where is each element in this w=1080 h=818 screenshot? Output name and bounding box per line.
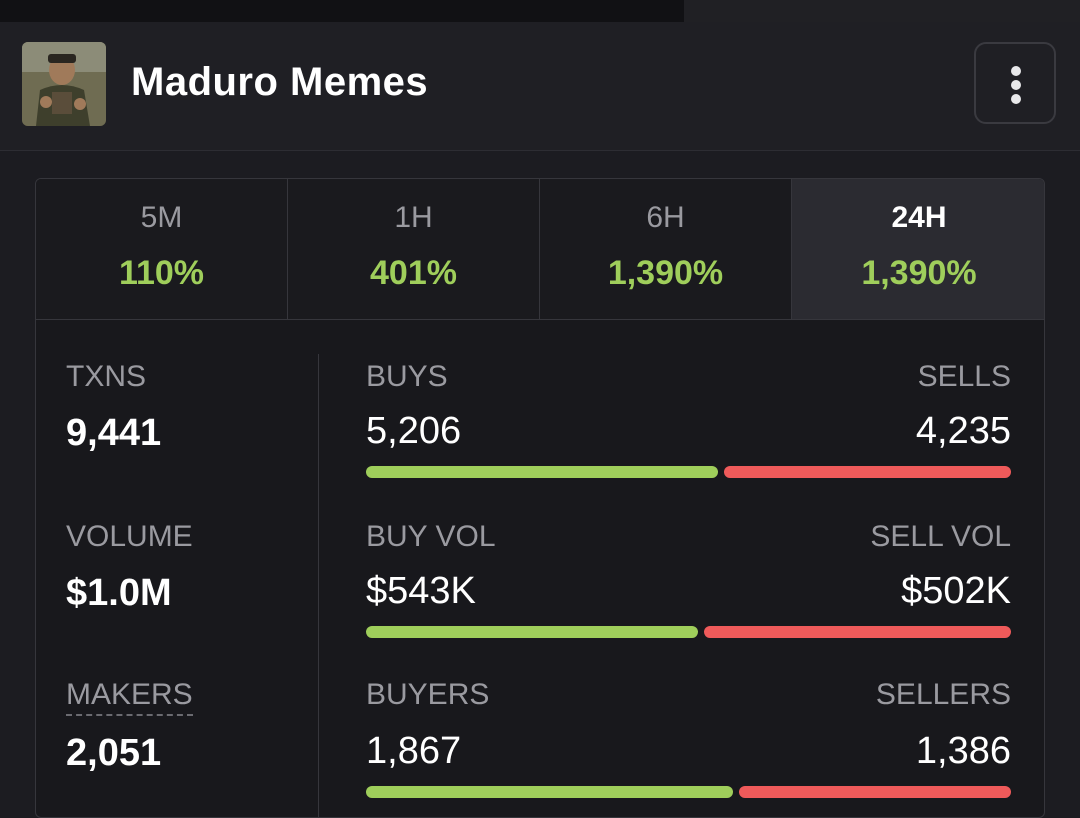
token-avatar xyxy=(22,42,106,126)
txns-label: TXNS xyxy=(66,360,147,393)
tab-change: 1,390% xyxy=(607,254,724,292)
tab-change: 110% xyxy=(118,254,205,292)
tab-5m[interactable]: 5M 110% xyxy=(36,179,288,319)
sellers-value: 1,386 xyxy=(915,730,1011,772)
kebab-menu-icon xyxy=(1011,66,1021,76)
timeframe-tabs: 5M 110% 1H 401% 6H 1,390% 24H 1,390% xyxy=(36,179,1044,320)
buyers-label: BUYERS xyxy=(366,678,490,711)
tab-label: 1H xyxy=(394,201,433,234)
sellers-bar xyxy=(739,786,1011,798)
buys-label: BUYS xyxy=(366,360,448,393)
buyers-value: 1,867 xyxy=(366,730,462,772)
txns-value: 9,441 xyxy=(66,412,162,454)
tab-24h[interactable]: 24H 1,390% xyxy=(792,179,1044,319)
buy-vol-label: BUY VOL xyxy=(366,520,496,553)
more-options-button[interactable] xyxy=(974,42,1056,124)
tab-label: 5M xyxy=(140,201,183,234)
volume-label: VOLUME xyxy=(66,520,193,553)
tab-label: 6H xyxy=(646,201,685,234)
buy-vol-value: $543K xyxy=(366,570,476,612)
sell-vol-label: SELL VOL xyxy=(870,520,1011,553)
tab-change: 401% xyxy=(370,254,457,292)
sellers-label: SELLERS xyxy=(875,678,1011,711)
top-status-strip xyxy=(0,0,1080,22)
sells-value: 4,235 xyxy=(915,410,1011,452)
stats-grid: TXNS 9,441 VOLUME $1.0M MAKERS 2,051 BUY… xyxy=(36,320,1044,817)
sell-vol-bar xyxy=(704,626,1011,638)
buys-bar xyxy=(366,466,718,478)
buy-vol-bar xyxy=(366,626,698,638)
tab-1h[interactable]: 1H 401% xyxy=(288,179,540,319)
column-divider xyxy=(318,354,319,817)
kebab-dot xyxy=(1011,94,1021,104)
volume-value: $1.0M xyxy=(66,572,172,614)
top-strip-right xyxy=(684,0,1080,22)
tab-change: 1,390% xyxy=(861,254,977,292)
token-header: Maduro Memes xyxy=(0,22,1080,151)
stats-panel: 5M 110% 1H 401% 6H 1,390% 24H 1,390% TXN… xyxy=(35,178,1045,818)
tab-6h[interactable]: 6H 1,390% xyxy=(540,179,792,319)
tab-label: 24H xyxy=(891,201,947,234)
buys-value: 5,206 xyxy=(366,410,462,452)
buyers-bar xyxy=(366,786,733,798)
makers-value: 2,051 xyxy=(66,732,162,774)
sells-bar xyxy=(724,466,1011,478)
kebab-dot xyxy=(1011,80,1021,90)
sells-label: SELLS xyxy=(917,360,1011,393)
token-title: Maduro Memes xyxy=(131,60,429,104)
makers-label[interactable]: MAKERS xyxy=(66,678,193,716)
avatar-image-icon xyxy=(22,42,106,126)
sell-vol-value: $502K xyxy=(901,570,1011,612)
